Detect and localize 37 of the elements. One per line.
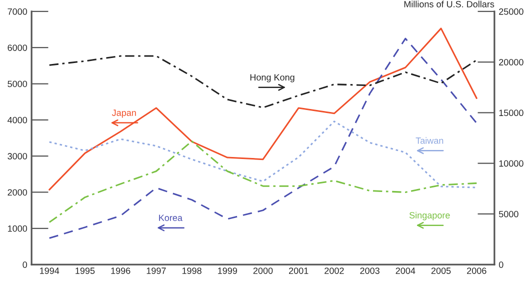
y-tick-label: 2000 — [8, 189, 28, 196]
series-label: Korea — [159, 214, 182, 221]
line-series — [48, 120, 478, 188]
y-tick-label: 4000 — [8, 116, 28, 124]
y-tick-label: 1000 — [8, 225, 28, 232]
x-tick-label: 2000 — [253, 268, 273, 274]
x-tick-label: 2003 — [360, 268, 380, 274]
x-tick-label: 1999 — [218, 268, 238, 274]
y-tick-label: 6000 — [8, 44, 28, 51]
y-tick-label: 3000 — [8, 153, 28, 160]
x-tick-label: 1994 — [40, 268, 60, 274]
series-label: Hong Kong — [250, 74, 294, 82]
text: Singapore — [409, 212, 450, 220]
x-tick-label: 1996 — [111, 268, 130, 274]
line-series — [48, 28, 478, 190]
y-tick-label: 7000 — [8, 8, 28, 15]
y2-tick-label: 15000 — [499, 110, 524, 116]
x-tick-label: 1997 — [146, 268, 166, 274]
x-tick-label: 2006 — [467, 268, 486, 274]
series-label: Taiwan — [416, 137, 444, 144]
x-tick-label: 2005 — [431, 268, 451, 274]
y2-tick-label: 25000 — [499, 8, 524, 15]
line-series — [48, 38, 478, 239]
series-label: Japan — [112, 110, 136, 118]
y-tick-label: 0 — [22, 262, 28, 268]
x-tick-label: 1998 — [182, 268, 202, 274]
y2-tick-label: 5000 — [498, 210, 518, 218]
x-tick-label: 1995 — [76, 268, 95, 274]
y2-tick-label: 0 — [498, 262, 504, 268]
y2-axis-title: Millions of U.S. Dollars — [404, 0, 494, 8]
x-tick-label: 2001 — [289, 268, 308, 274]
y-tick-label: 5000 — [8, 80, 28, 88]
line-series — [48, 55, 478, 108]
x-tick-label: 2002 — [324, 268, 344, 274]
x-tick-label: 2004 — [396, 268, 416, 274]
y2-tick-label: 20000 — [499, 59, 524, 66]
y2-tick-label: 10000 — [499, 160, 524, 167]
